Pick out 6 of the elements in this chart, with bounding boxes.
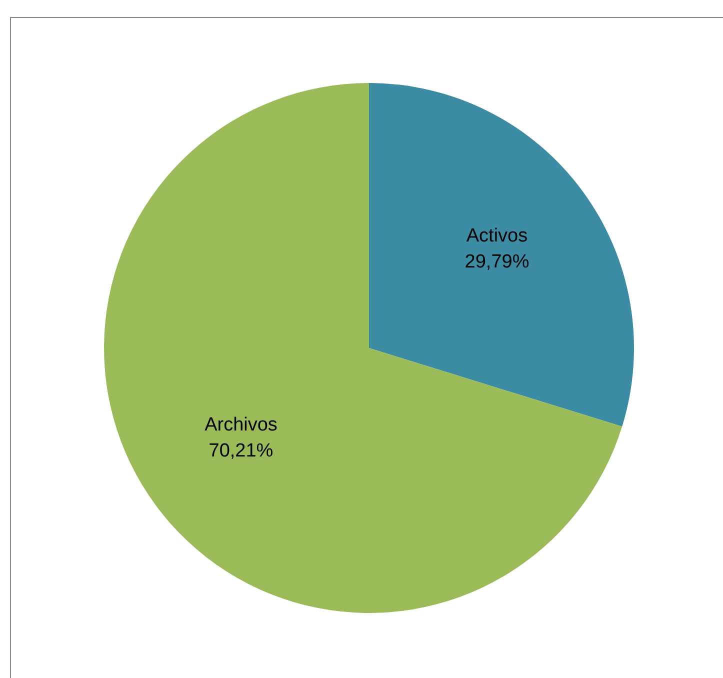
pie-slice [369, 83, 634, 427]
slice-label: Activos [466, 226, 528, 247]
data-label: 70,21% [208, 440, 274, 462]
data-label: 29,79% [464, 252, 530, 273]
pie-slice [104, 83, 622, 613]
slice-label: Archivos [204, 414, 278, 436]
